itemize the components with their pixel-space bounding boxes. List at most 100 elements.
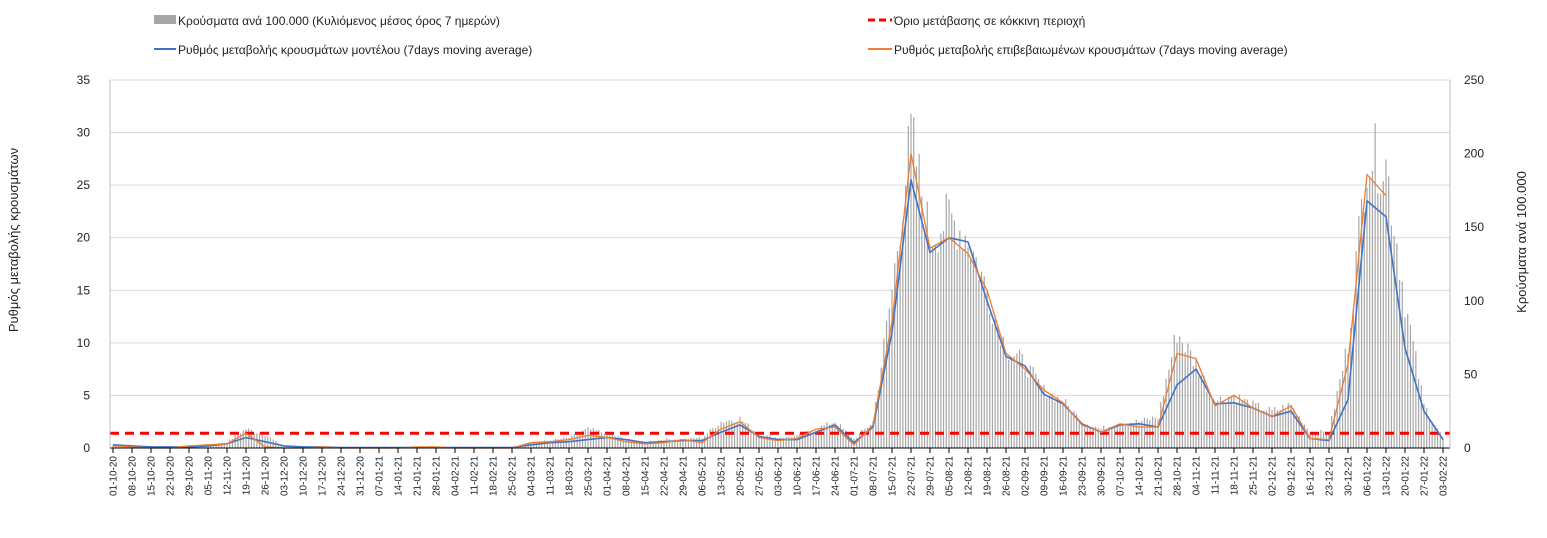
x-tick-label: 17-12-20 bbox=[318, 456, 329, 496]
bar bbox=[1236, 402, 1237, 448]
bars-series bbox=[112, 114, 1443, 448]
bar bbox=[1046, 399, 1047, 448]
bar bbox=[1119, 424, 1120, 448]
bar bbox=[1204, 376, 1205, 448]
x-tick-label: 04-02-21 bbox=[451, 456, 462, 496]
bar bbox=[1198, 377, 1199, 448]
x-tick-label: 19-11-20 bbox=[242, 456, 253, 496]
x-tick-label: 27-05-21 bbox=[755, 456, 766, 496]
bar bbox=[940, 234, 941, 448]
x-tick-label: 23-12-21 bbox=[1325, 456, 1336, 496]
bar bbox=[723, 423, 724, 448]
x-tick-label: 15-07-21 bbox=[888, 456, 899, 496]
bar bbox=[902, 222, 903, 448]
bar bbox=[1410, 325, 1411, 448]
bar bbox=[938, 252, 939, 448]
bar bbox=[796, 435, 797, 448]
bar bbox=[997, 325, 998, 448]
right-y-tick-label: 150 bbox=[1464, 220, 1484, 234]
bar bbox=[587, 427, 588, 448]
bar bbox=[1280, 410, 1281, 448]
x-tick-label: 20-01-22 bbox=[1401, 456, 1412, 496]
bar bbox=[585, 429, 586, 448]
bar bbox=[748, 423, 749, 448]
x-tick-label: 13-05-21 bbox=[717, 456, 728, 496]
x-tick-label: 16-12-21 bbox=[1306, 456, 1317, 496]
bar bbox=[1274, 407, 1275, 448]
legend-bars-swatch bbox=[154, 15, 176, 24]
bar bbox=[1214, 407, 1215, 448]
bar bbox=[935, 245, 936, 448]
bar bbox=[1103, 426, 1104, 448]
bar bbox=[1366, 188, 1367, 448]
right-axis-title: Κρούσματα ανά 100.000 bbox=[1514, 171, 1529, 313]
bar bbox=[1266, 411, 1267, 448]
x-tick-label: 02-12-21 bbox=[1268, 456, 1279, 496]
bar bbox=[840, 424, 841, 448]
bar bbox=[1079, 422, 1080, 448]
bar bbox=[1206, 392, 1207, 448]
x-tick-label: 11-03-21 bbox=[546, 456, 557, 496]
bar bbox=[612, 434, 613, 448]
bar bbox=[981, 272, 982, 448]
bar bbox=[1144, 418, 1145, 448]
bar bbox=[1068, 406, 1069, 448]
bar bbox=[1396, 243, 1397, 448]
bar bbox=[986, 291, 987, 448]
bar bbox=[1377, 193, 1378, 448]
right-y-tick-label: 250 bbox=[1464, 73, 1484, 87]
x-tick-label: 18-03-21 bbox=[565, 456, 576, 496]
bar bbox=[1318, 434, 1319, 448]
x-tick-label: 14-10-21 bbox=[1135, 456, 1146, 496]
axes bbox=[110, 80, 1450, 453]
bar bbox=[1432, 422, 1433, 448]
x-tick-label: 31-12-20 bbox=[356, 456, 367, 496]
bar bbox=[1128, 425, 1129, 448]
x-tick-label: 20-05-21 bbox=[736, 456, 747, 496]
x-tick-label: 21-01-21 bbox=[413, 456, 424, 496]
bar bbox=[1166, 379, 1167, 448]
right-y-tick-label: 200 bbox=[1464, 147, 1484, 161]
x-tick-label: 15-04-21 bbox=[641, 456, 652, 496]
bar bbox=[1005, 358, 1006, 448]
x-tick-label: 30-12-21 bbox=[1344, 456, 1355, 496]
bar bbox=[829, 425, 830, 448]
bar bbox=[1364, 212, 1365, 448]
x-tick-label: 03-02-22 bbox=[1439, 456, 1450, 496]
bar bbox=[883, 339, 884, 448]
bar bbox=[1380, 194, 1381, 448]
bar bbox=[1421, 385, 1422, 448]
left-y-tick-label: 25 bbox=[77, 178, 91, 192]
bar bbox=[989, 313, 990, 448]
bar bbox=[769, 435, 770, 448]
bar bbox=[1201, 375, 1202, 448]
x-tick-label: 25-11-21 bbox=[1249, 456, 1260, 496]
bar bbox=[1228, 397, 1229, 448]
bar bbox=[254, 433, 255, 448]
x-tick-label: 17-06-21 bbox=[812, 456, 823, 496]
x-tick-label: 26-08-21 bbox=[1002, 456, 1013, 496]
bar bbox=[669, 439, 670, 448]
x-tick-label: 01-04-21 bbox=[603, 456, 614, 496]
bar bbox=[691, 438, 692, 448]
x-tick-label: 15-10-20 bbox=[147, 456, 158, 496]
left-y-tick-label: 5 bbox=[83, 388, 90, 402]
bar bbox=[1337, 391, 1338, 448]
bar bbox=[1160, 402, 1161, 448]
x-tick-label: 09-09-21 bbox=[1040, 456, 1051, 496]
bar bbox=[948, 199, 949, 448]
left-axis-title: Ρυθμός μεταβολής κρουσμάτων bbox=[6, 148, 21, 332]
right-y-tick-label: 50 bbox=[1464, 367, 1478, 381]
legend: Κρούσματα ανά 100.000 (Κυλιόμενος μέσος … bbox=[154, 14, 1288, 57]
x-tick-label: 22-04-21 bbox=[660, 456, 671, 496]
bar bbox=[1209, 392, 1210, 448]
bar bbox=[859, 433, 860, 448]
bar bbox=[1114, 427, 1115, 448]
x-tick-label: 10-06-21 bbox=[793, 456, 804, 496]
bar bbox=[959, 231, 960, 448]
bar bbox=[1369, 177, 1370, 448]
bar bbox=[1285, 410, 1286, 448]
bar bbox=[1155, 418, 1156, 448]
x-tick-label: 09-12-21 bbox=[1287, 456, 1298, 496]
